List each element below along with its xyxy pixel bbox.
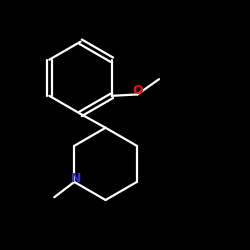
Text: O: O xyxy=(132,84,143,97)
Text: N: N xyxy=(70,172,81,185)
